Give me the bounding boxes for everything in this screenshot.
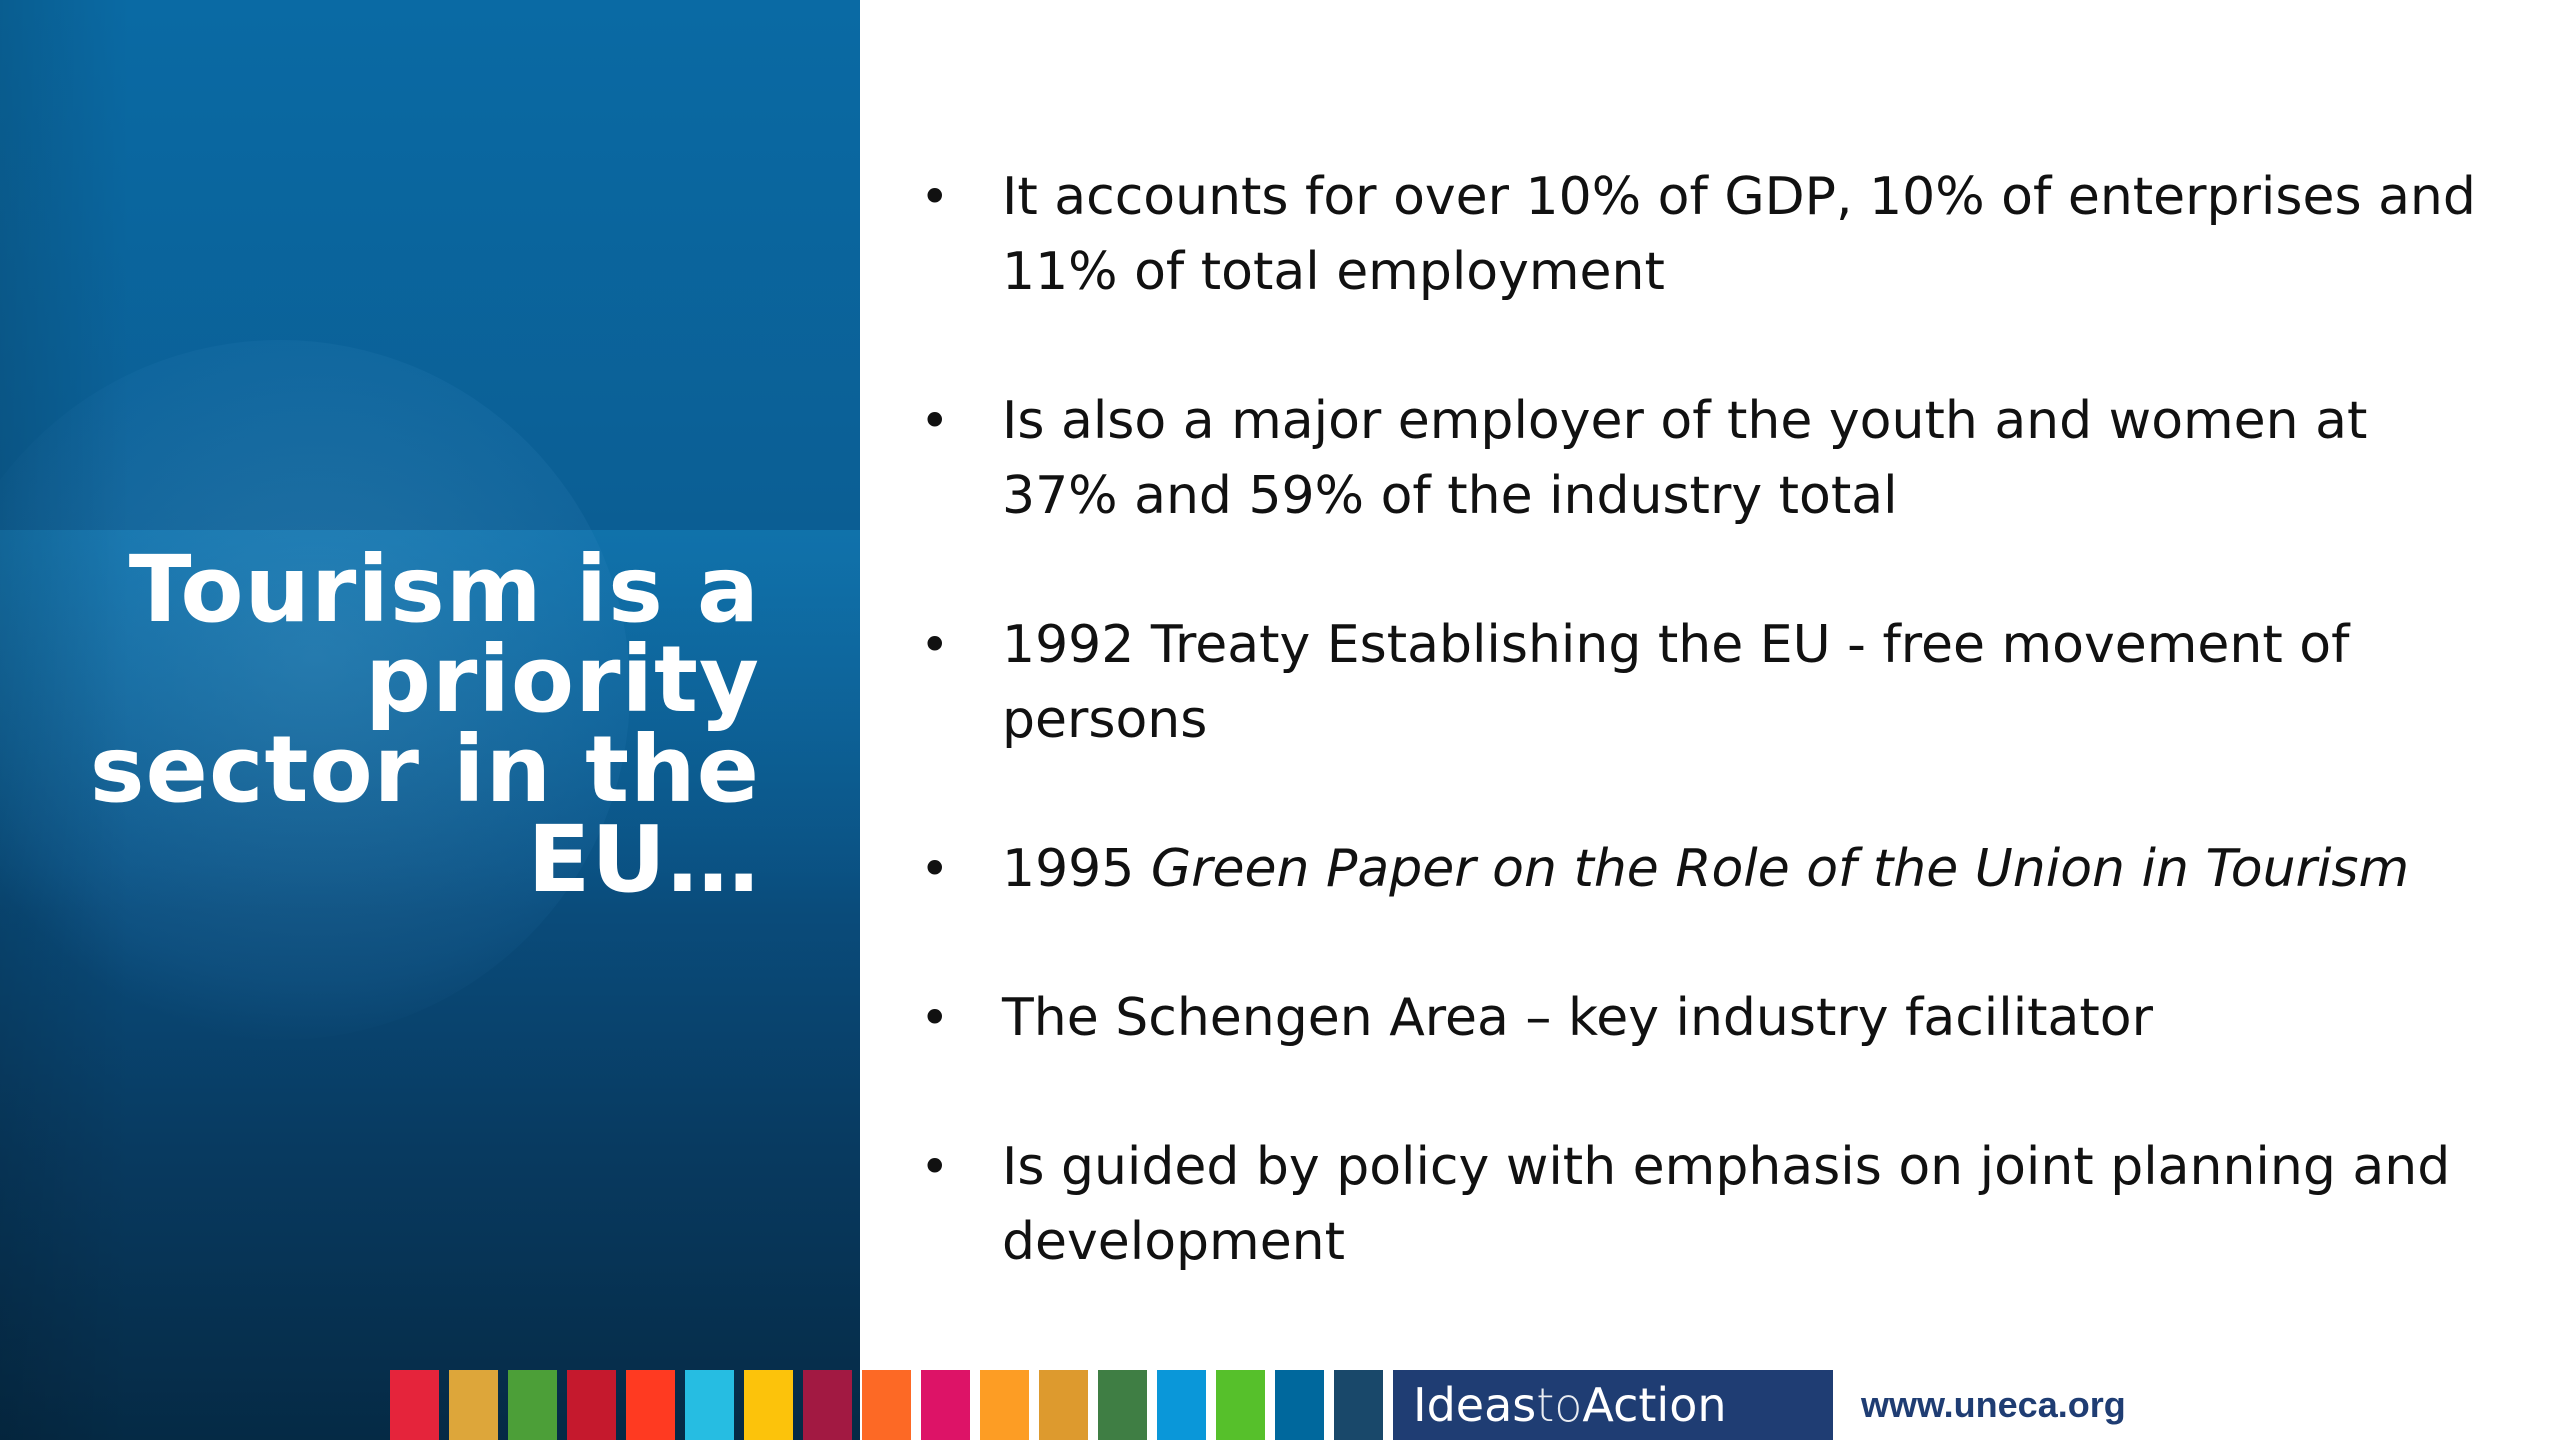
bullet-icon: •	[920, 840, 950, 898]
logo-text-to: to	[1536, 1378, 1583, 1432]
slide-title-line: priority	[365, 626, 760, 733]
panel-band-decoration	[0, 530, 860, 910]
slide-title-line: Tourism is a	[128, 536, 760, 643]
bullet-list: • It accounts for over 10% of GDP, 10% o…	[920, 160, 2480, 1354]
sdg-color-block	[862, 1370, 911, 1440]
logo-text-action: Action	[1582, 1378, 1727, 1432]
bullet-icon: •	[920, 168, 950, 226]
sdg-color-block	[1039, 1370, 1088, 1440]
bullet-text: Is also a major employer of the youth an…	[1002, 391, 2368, 526]
bullet-text: Is guided by policy with emphasis on joi…	[1002, 1137, 2451, 1272]
bullet-text-italic: Green Paper on the Role of the Union in …	[1150, 839, 2410, 899]
slide-title: Tourism is a priority sector in the EU…	[20, 544, 760, 906]
sdg-color-block	[390, 1370, 439, 1440]
bullet-text: The Schengen Area – key industry facilit…	[1002, 988, 2153, 1048]
sdg-color-block	[567, 1370, 616, 1440]
bullet-icon: •	[920, 1138, 950, 1196]
footer-bar: Ideas to Action www.uneca.org	[390, 1370, 2126, 1440]
sdg-color-block	[803, 1370, 852, 1440]
sdg-color-block	[1216, 1370, 1265, 1440]
slide-title-line: sector in the	[89, 716, 760, 823]
title-panel: Tourism is a priority sector in the EU…	[0, 0, 860, 1440]
panel-shade-decoration	[0, 0, 130, 1440]
bullet-icon: •	[920, 616, 950, 674]
sdg-color-strip	[390, 1370, 1383, 1440]
bullet-item: • The Schengen Area – key industry facil…	[920, 981, 2480, 1056]
sdg-color-block	[1334, 1370, 1383, 1440]
ideas-to-action-logo: Ideas to Action	[1393, 1370, 1833, 1440]
website-link[interactable]: www.uneca.org	[1861, 1384, 2126, 1425]
bullet-text: 1992 Treaty Establishing the EU - free m…	[1002, 615, 2350, 750]
bullet-text-prefix: 1995	[1002, 839, 1151, 899]
sdg-color-block	[744, 1370, 793, 1440]
sdg-color-block	[449, 1370, 498, 1440]
sdg-color-block	[1275, 1370, 1324, 1440]
bullet-item: • Is also a major employer of the youth …	[920, 384, 2480, 534]
sdg-color-block	[508, 1370, 557, 1440]
sdg-color-block	[1098, 1370, 1147, 1440]
sdg-color-block	[685, 1370, 734, 1440]
logo-text-ideas: Ideas	[1413, 1378, 1537, 1432]
bullet-icon: •	[920, 392, 950, 450]
bullet-icon: •	[920, 989, 950, 1047]
sdg-color-block	[626, 1370, 675, 1440]
bullet-item: • 1992 Treaty Establishing the EU - free…	[920, 608, 2480, 758]
panel-circle-decoration	[0, 340, 630, 1040]
slide-title-line: EU…	[527, 806, 760, 913]
sdg-color-block	[921, 1370, 970, 1440]
bullet-item: • It accounts for over 10% of GDP, 10% o…	[920, 160, 2480, 310]
sdg-color-block	[980, 1370, 1029, 1440]
bullet-item: • Is guided by policy with emphasis on j…	[920, 1130, 2480, 1280]
bullet-text: It accounts for over 10% of GDP, 10% of …	[1002, 167, 2476, 302]
sdg-color-block	[1157, 1370, 1206, 1440]
bullet-item: • 1995 Green Paper on the Role of the Un…	[920, 832, 2480, 907]
